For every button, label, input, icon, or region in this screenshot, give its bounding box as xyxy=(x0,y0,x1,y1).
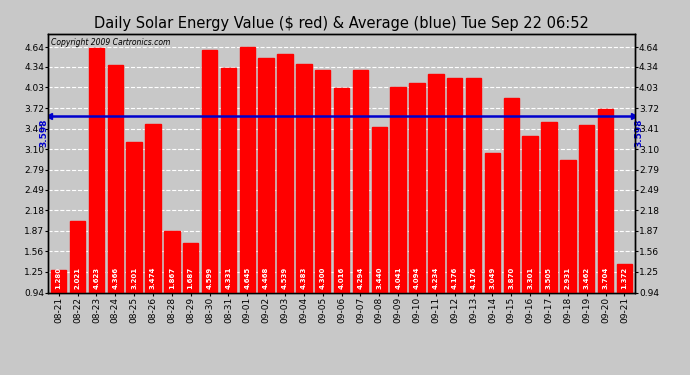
Bar xyxy=(70,221,86,292)
Text: 4.468: 4.468 xyxy=(263,267,269,289)
Text: 1.687: 1.687 xyxy=(188,267,194,289)
Bar xyxy=(315,70,331,292)
Bar xyxy=(334,88,349,292)
Bar xyxy=(201,50,217,292)
Bar xyxy=(51,270,66,292)
Text: 4.300: 4.300 xyxy=(319,267,326,289)
Bar xyxy=(258,58,274,292)
Text: 4.176: 4.176 xyxy=(452,267,457,289)
Bar xyxy=(108,65,123,292)
Bar xyxy=(428,74,444,292)
Bar xyxy=(466,78,482,292)
Bar xyxy=(371,127,387,292)
Text: 4.599: 4.599 xyxy=(206,267,213,289)
Title: Daily Solar Energy Value ($ red) & Average (blue) Tue Sep 22 06:52: Daily Solar Energy Value ($ red) & Avera… xyxy=(94,16,589,31)
Text: 3.462: 3.462 xyxy=(584,267,590,289)
Bar xyxy=(164,231,179,292)
Text: 4.234: 4.234 xyxy=(433,267,439,289)
Bar xyxy=(296,64,312,292)
Bar xyxy=(239,47,255,292)
Text: 3.049: 3.049 xyxy=(489,267,495,289)
Bar xyxy=(88,48,104,292)
Text: 4.539: 4.539 xyxy=(282,267,288,289)
Text: 3.870: 3.870 xyxy=(509,267,514,289)
Bar xyxy=(126,142,142,292)
Bar xyxy=(541,122,557,292)
Text: 4.294: 4.294 xyxy=(357,267,364,289)
Bar xyxy=(484,153,500,292)
Bar xyxy=(447,78,462,292)
Bar xyxy=(145,124,161,292)
Text: 4.016: 4.016 xyxy=(339,267,344,289)
Bar xyxy=(617,264,632,292)
Bar xyxy=(277,54,293,292)
Text: 4.094: 4.094 xyxy=(414,267,420,289)
Bar xyxy=(504,98,519,292)
Bar xyxy=(353,70,368,292)
Bar xyxy=(221,68,236,292)
Text: 4.645: 4.645 xyxy=(244,267,250,289)
Text: 1.372: 1.372 xyxy=(622,267,627,289)
Text: 4.366: 4.366 xyxy=(112,267,118,289)
Bar xyxy=(183,243,199,292)
Text: 3.598: 3.598 xyxy=(635,118,644,147)
Text: 3.704: 3.704 xyxy=(602,267,609,289)
Bar xyxy=(522,136,538,292)
Bar xyxy=(560,160,575,292)
Text: 3.440: 3.440 xyxy=(376,267,382,289)
Text: 1.867: 1.867 xyxy=(169,267,175,289)
Text: 4.176: 4.176 xyxy=(471,267,477,289)
Text: 2.931: 2.931 xyxy=(565,267,571,289)
Text: 1.280: 1.280 xyxy=(56,267,61,289)
Text: 3.598: 3.598 xyxy=(39,118,48,147)
Text: 3.301: 3.301 xyxy=(527,267,533,289)
Bar xyxy=(409,83,425,292)
Bar xyxy=(598,109,613,292)
Bar xyxy=(579,125,595,292)
Text: 2.021: 2.021 xyxy=(75,267,81,289)
Text: 4.331: 4.331 xyxy=(226,267,231,289)
Text: 3.201: 3.201 xyxy=(131,267,137,289)
Text: 4.041: 4.041 xyxy=(395,267,401,289)
Text: 3.474: 3.474 xyxy=(150,267,156,289)
Text: 4.623: 4.623 xyxy=(93,267,99,289)
Text: 4.383: 4.383 xyxy=(301,267,307,289)
Text: Copyright 2009 Cartronics.com: Copyright 2009 Cartronics.com xyxy=(51,38,170,46)
Text: 3.505: 3.505 xyxy=(546,267,552,289)
Bar xyxy=(391,87,406,292)
